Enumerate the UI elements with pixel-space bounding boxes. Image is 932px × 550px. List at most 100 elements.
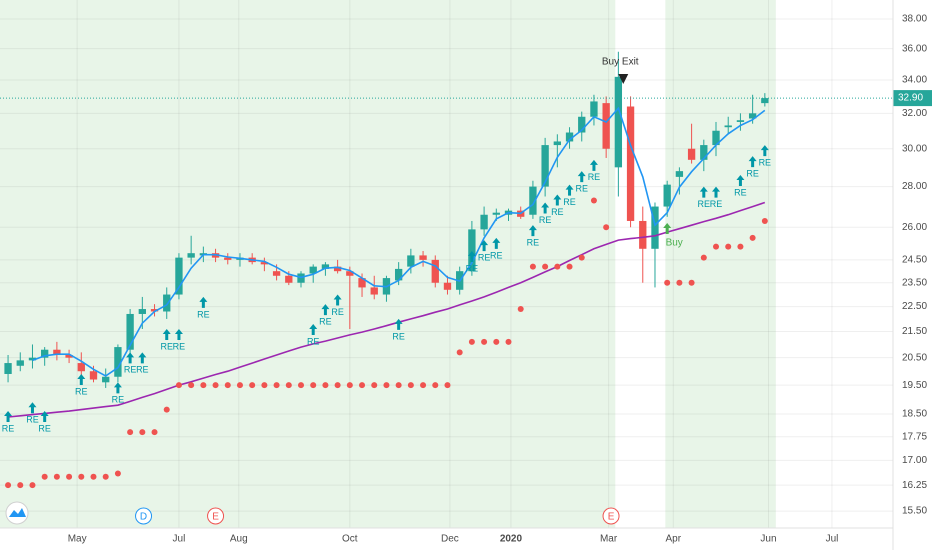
candle-body (53, 349, 61, 356)
stop-dot (676, 279, 683, 286)
re-label: RE (746, 168, 759, 178)
stop-dot (310, 382, 317, 389)
y-tick-label: 20.50 (902, 352, 927, 363)
candle-body (687, 148, 696, 160)
re-label: RE (710, 199, 723, 209)
candle-body (407, 255, 415, 267)
re-label: RE (527, 238, 540, 248)
candle-body (529, 186, 537, 215)
re-arrow (113, 382, 122, 394)
re-label: RE (197, 309, 210, 319)
x-tick-label: Oct (342, 534, 358, 545)
stop-dot (322, 382, 329, 389)
candle-body (651, 206, 659, 249)
re-label: RE (136, 365, 149, 375)
stop-dot (590, 197, 597, 204)
candle-body (126, 313, 134, 350)
re-label: RE (38, 423, 51, 433)
x-tick-label: Jun (760, 534, 776, 545)
candle-body (346, 271, 354, 276)
stop-dot (41, 473, 48, 480)
x-tick-label: Mar (600, 534, 618, 545)
y-tick-label: 36.00 (902, 43, 927, 54)
stop-dot (285, 382, 292, 389)
re-label: RE (759, 157, 772, 167)
y-tick-label: 30.00 (902, 143, 927, 154)
re-arrow (541, 202, 550, 214)
stop-dot (127, 429, 134, 436)
candle-body (675, 171, 684, 177)
re-label: RE (75, 386, 88, 396)
y-tick-label: 24.50 (902, 255, 927, 266)
candle-body (4, 363, 12, 374)
stop-dot (444, 382, 451, 389)
logo (5, 501, 29, 525)
re-arrow (480, 240, 489, 252)
indicator-line (8, 201, 766, 418)
re-label: RE (124, 365, 137, 375)
re-label: RE (112, 395, 125, 405)
x-tick-label: Apr (666, 534, 682, 545)
y-tick-label: 26.00 (902, 222, 927, 233)
candle-body (175, 257, 183, 295)
re-arrow (699, 186, 708, 198)
candle-body (761, 98, 769, 104)
stop-dot (603, 224, 610, 231)
re-arrow (199, 296, 208, 308)
stop-dot (17, 482, 24, 489)
candle-body (602, 103, 610, 149)
re-label: RE (392, 331, 405, 341)
re-label: RE (563, 197, 576, 207)
stop-dot (664, 279, 671, 286)
candle-body (77, 363, 85, 372)
stop-dot (114, 470, 121, 477)
stop-dot (737, 243, 744, 250)
stop-dot (175, 382, 182, 389)
candle-body (163, 294, 171, 312)
stop-dot (346, 382, 353, 389)
stop-dot (395, 382, 402, 389)
candle-body (590, 101, 598, 117)
candle-body (187, 253, 195, 258)
re-arrow (565, 184, 574, 196)
stop-dot (725, 243, 732, 250)
re-label: RE (173, 341, 186, 351)
x-tick-label: Jul (173, 534, 186, 545)
candle-body (541, 145, 549, 187)
stop-dot (749, 234, 756, 241)
candle-body (224, 257, 232, 260)
re-label: RE (160, 341, 173, 351)
stop-dot (29, 482, 36, 489)
candle-body (419, 255, 427, 260)
bg-layer (0, 0, 776, 528)
stop-dot (505, 338, 512, 345)
stop-dot (420, 382, 427, 389)
candle-body (358, 278, 366, 288)
x-tick-label: Aug (230, 534, 248, 545)
re-arrow (138, 352, 147, 364)
re-label: RE (588, 172, 601, 182)
last-price-label: 32.90 (898, 93, 923, 104)
re-arrow (760, 145, 769, 157)
candle-body (41, 349, 49, 358)
stop-dot (102, 473, 109, 480)
re-arrow (736, 174, 745, 186)
re-arrow (577, 171, 586, 183)
re-arrow (77, 373, 86, 385)
candle-body (614, 76, 623, 168)
candle-body (700, 145, 708, 160)
candle-body (712, 130, 720, 146)
y-tick-label: 15.50 (902, 506, 927, 517)
stop-dot (200, 382, 207, 389)
event-marker (135, 507, 153, 525)
re-label: RE (575, 184, 588, 194)
candle-body (89, 371, 98, 380)
y-tick-label: 23.50 (902, 277, 927, 288)
signal-zone (0, 0, 616, 528)
re-arrow (126, 352, 135, 364)
re-arrow (589, 159, 598, 171)
y-tick-label: 18.50 (902, 409, 927, 420)
buy-label: Buy (666, 238, 683, 249)
y-tick-label: 28.00 (902, 181, 927, 192)
stop-dot (5, 482, 12, 489)
